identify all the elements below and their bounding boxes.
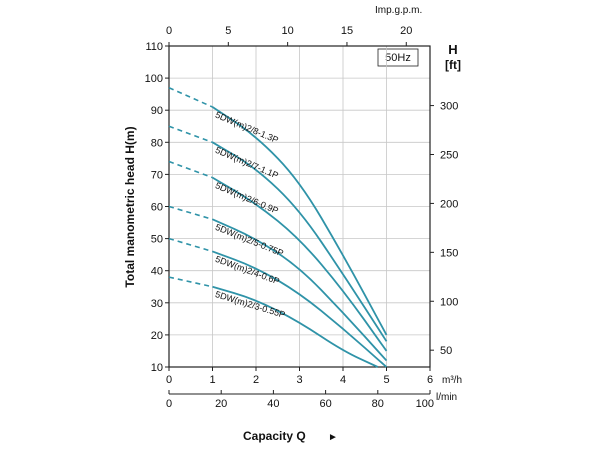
series-line xyxy=(212,106,388,336)
series-label: 5DW(m)2/6-0.9P xyxy=(214,180,280,216)
series-dashed-line xyxy=(168,86,213,108)
y-tick-label: 110 xyxy=(145,41,163,53)
series-label: 5DW(m)2/4-0.6P xyxy=(214,254,281,286)
y-axis-title: Total manometric head H(m) xyxy=(123,126,137,287)
y-tick-label: 60 xyxy=(151,202,163,214)
x-tick-label: 0 xyxy=(166,374,172,386)
impgpm-tick-label: 10 xyxy=(282,25,294,37)
x-axis-arrow: ► xyxy=(328,432,338,443)
series-label: 5DW(m)2/5-0.75P xyxy=(214,222,285,258)
impgpm-tick-label: 0 xyxy=(166,25,172,37)
impgpm-tick-label: 20 xyxy=(400,25,412,37)
ft-tick-label: 50 xyxy=(440,345,452,357)
x-axis-title: Capacity Q xyxy=(243,429,306,443)
y-tick-label: 10 xyxy=(151,362,163,374)
frequency-badge-box xyxy=(377,48,419,67)
ft-tick-label: 300 xyxy=(440,101,458,113)
y-tick-label: 20 xyxy=(151,330,163,342)
y-tick-label: 70 xyxy=(151,169,163,181)
y-tick-label: 30 xyxy=(151,298,163,310)
series-label: 5DW(m)2/8-1.3P xyxy=(214,110,280,146)
lpm-tick-label: 60 xyxy=(319,398,331,410)
grid-lines xyxy=(168,45,431,368)
series-dashed-line xyxy=(168,205,213,221)
y-tick-label: 80 xyxy=(151,137,163,149)
x-tick-label: 5 xyxy=(383,374,389,386)
y-tick-label: 40 xyxy=(151,266,163,278)
y-tick-label: 90 xyxy=(151,105,163,117)
lpm-tick-label: 80 xyxy=(372,398,384,410)
bottom-axis-unit: m³/h xyxy=(442,375,462,386)
series-dashed-line xyxy=(168,276,213,288)
lpm-tick-label: 0 xyxy=(166,398,172,410)
series-group: 5DW(m)2/8-1.3P5DW(m)2/7-1.1P5DW(m)2/6-0.… xyxy=(168,86,388,368)
series-dashed-line xyxy=(168,160,213,179)
y-tick-label: 50 xyxy=(151,234,163,246)
impgpm-tick-label: 15 xyxy=(341,25,353,37)
lpm-tick-label: 20 xyxy=(215,398,227,410)
series-dashed-line xyxy=(168,237,213,253)
series-dashed-line xyxy=(168,125,213,144)
series-line xyxy=(212,141,388,342)
ft-tick-label: 250 xyxy=(440,149,458,161)
x-tick-label: 6 xyxy=(427,374,433,386)
series-line xyxy=(212,285,379,368)
x-tick-label: 2 xyxy=(253,374,259,386)
ft-tick-label: 200 xyxy=(440,198,458,210)
series-line xyxy=(212,250,388,368)
top-axis-unit: Imp.g.p.m. xyxy=(375,5,422,16)
series-line xyxy=(212,218,388,362)
right-axis-unit: [ft] xyxy=(445,58,461,72)
ft-tick-label: 150 xyxy=(440,247,458,259)
y-tick-label: 100 xyxy=(145,73,163,85)
x-tick-label: 1 xyxy=(209,374,215,386)
impgpm-tick-label: 5 xyxy=(225,25,231,37)
right-axis-title: H xyxy=(448,42,457,57)
lpm-tick-label: 40 xyxy=(267,398,279,410)
lpm-axis-unit: l/min xyxy=(436,392,457,403)
series-label: 5DW(m)2/3-0.55P xyxy=(214,289,286,320)
series-line xyxy=(212,176,388,352)
ft-tick-label: 100 xyxy=(440,296,458,308)
lpm-tick-label: 100 xyxy=(416,398,434,410)
x-tick-label: 3 xyxy=(296,374,302,386)
frequency-badge: 50Hz xyxy=(385,52,411,64)
x-tick-label: 4 xyxy=(340,374,346,386)
